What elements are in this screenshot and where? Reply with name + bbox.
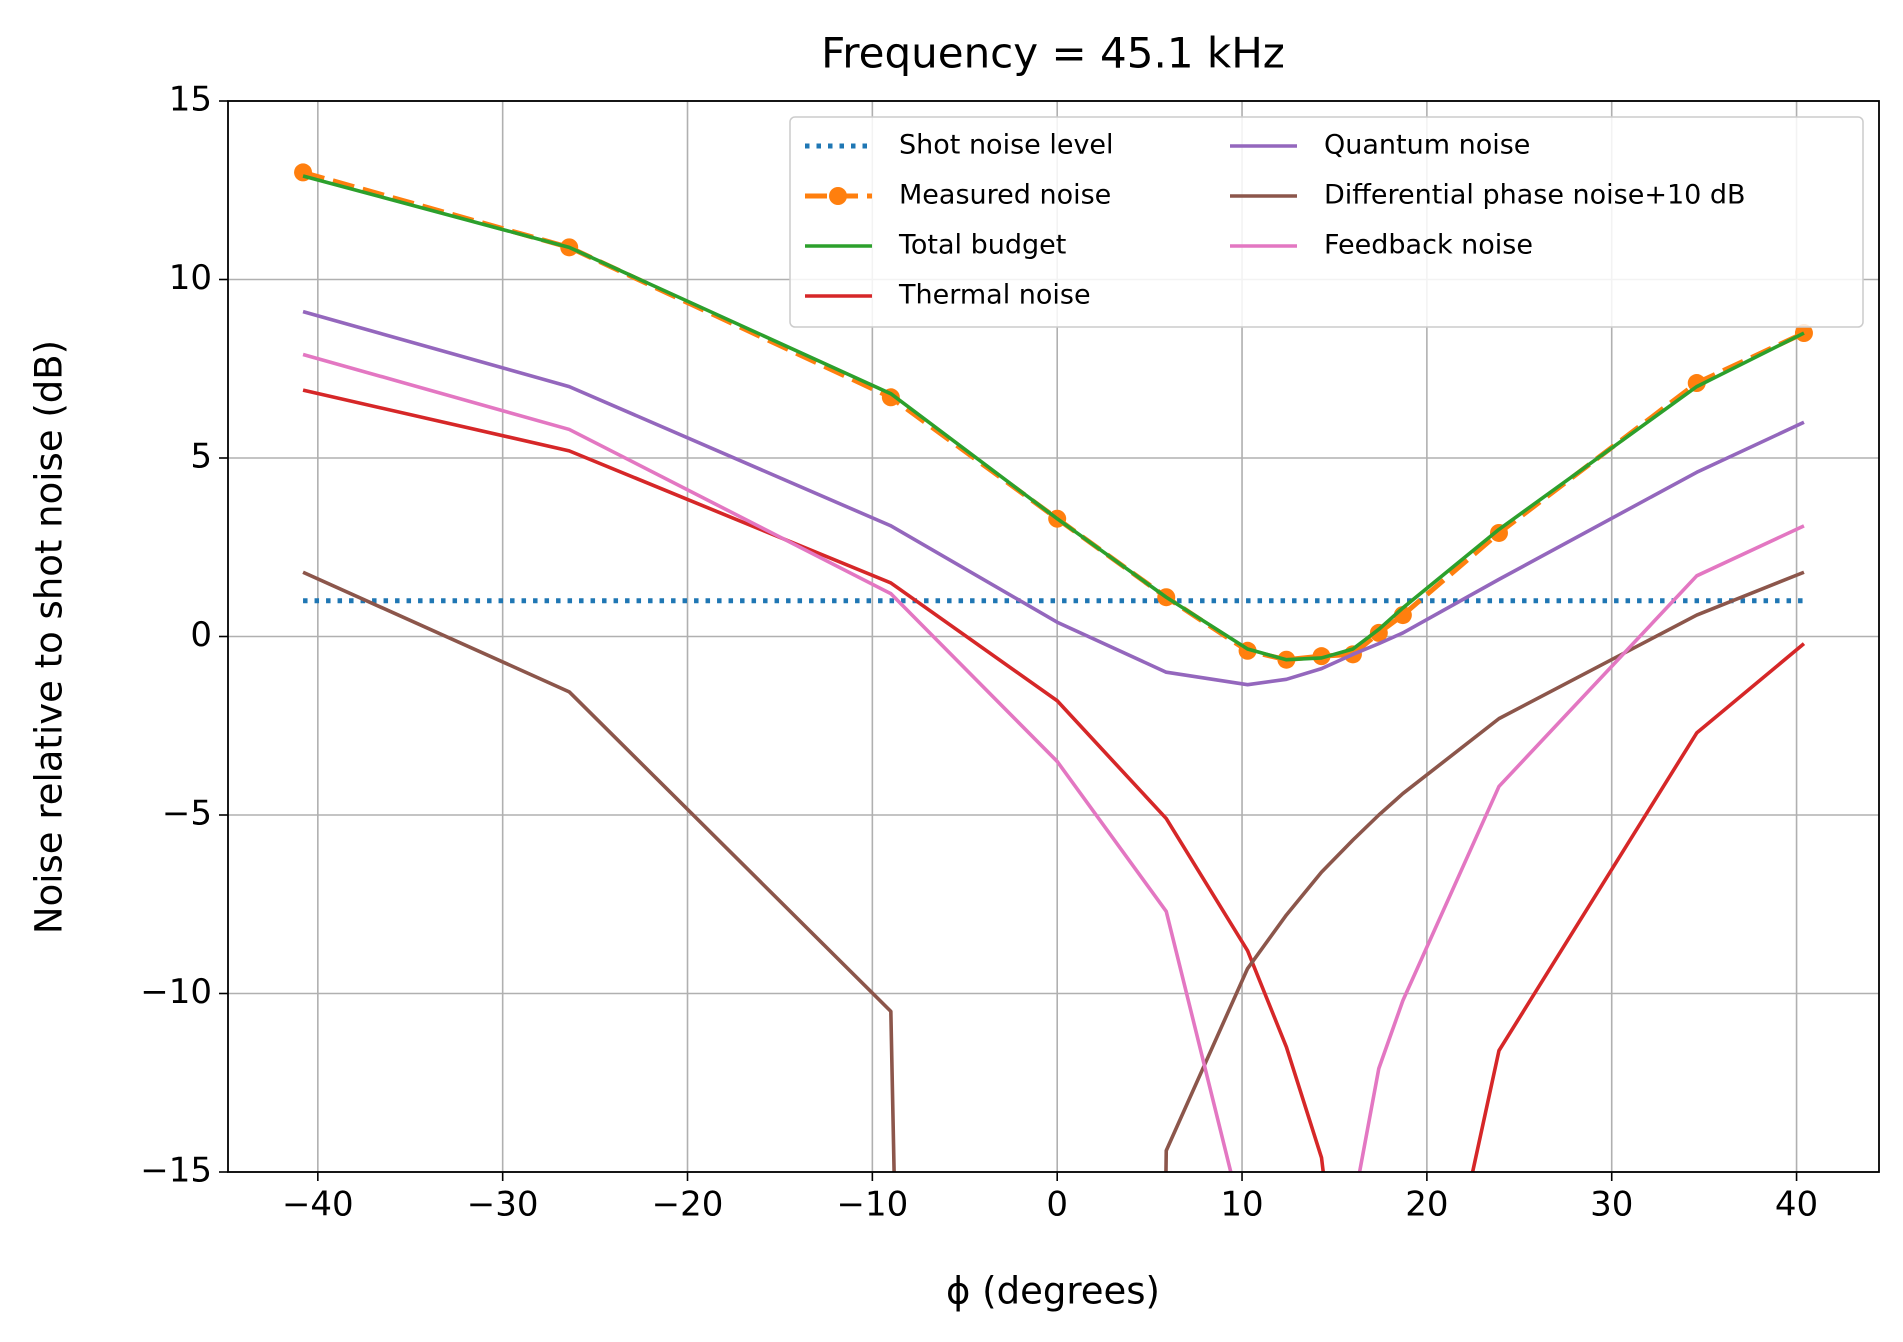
- legend: Shot noise level Measured noise Total budg…: [789, 116, 1864, 328]
- legend-box: [789, 116, 1864, 328]
- x-tick-label: −30: [467, 1185, 539, 1225]
- x-tick-label: 30: [1590, 1185, 1633, 1225]
- y-tick-label: 5: [190, 437, 212, 477]
- legend-label: Quantum noise: [1324, 130, 1530, 161]
- x-tick-label: 40: [1775, 1185, 1818, 1225]
- x-tick-label: 10: [1220, 1185, 1263, 1225]
- x-tick-label: 20: [1405, 1185, 1448, 1225]
- legend-label: Total budget: [898, 230, 1066, 261]
- legend-label: Thermal noise: [898, 280, 1091, 311]
- data-point: [1369, 623, 1388, 642]
- x-tick-label: 0: [1046, 1185, 1068, 1225]
- data-point: [1489, 523, 1508, 542]
- y-tick-label: 0: [190, 615, 212, 655]
- y-tick-label: 10: [169, 258, 212, 298]
- series-line: [302, 388, 1806, 1172]
- y-tick-label: −5: [162, 794, 212, 834]
- legend-label: Feedback noise: [1324, 230, 1533, 261]
- x-tick-label: −40: [282, 1185, 354, 1225]
- legend-label: Measured noise: [899, 180, 1111, 211]
- y-axis-label: Noise relative to shot noise (dB): [28, 340, 71, 934]
- x-tick-label: −20: [652, 1185, 724, 1225]
- y-tick-label: −10: [140, 972, 212, 1012]
- plot-frame: [227, 100, 1880, 1173]
- legend-label: Shot noise level: [899, 130, 1114, 161]
- series-line: [302, 309, 1805, 687]
- y-tick-label: 15: [169, 80, 212, 120]
- series-line: [302, 352, 1805, 1172]
- series-line: [302, 174, 1805, 662]
- legend-label: Differential phase noise+10 dB: [1324, 180, 1746, 211]
- plot-area: [294, 163, 1813, 1172]
- legend-marker: [829, 187, 847, 205]
- x-axis-label: ϕ (degrees): [946, 1270, 1160, 1313]
- chart-title: Frequency = 45.1 kHz: [821, 29, 1285, 78]
- x-tick-label: −10: [836, 1185, 908, 1225]
- data-point: [1687, 374, 1706, 393]
- y-tick-label: −15: [140, 1151, 212, 1191]
- series-line: [302, 570, 1805, 1172]
